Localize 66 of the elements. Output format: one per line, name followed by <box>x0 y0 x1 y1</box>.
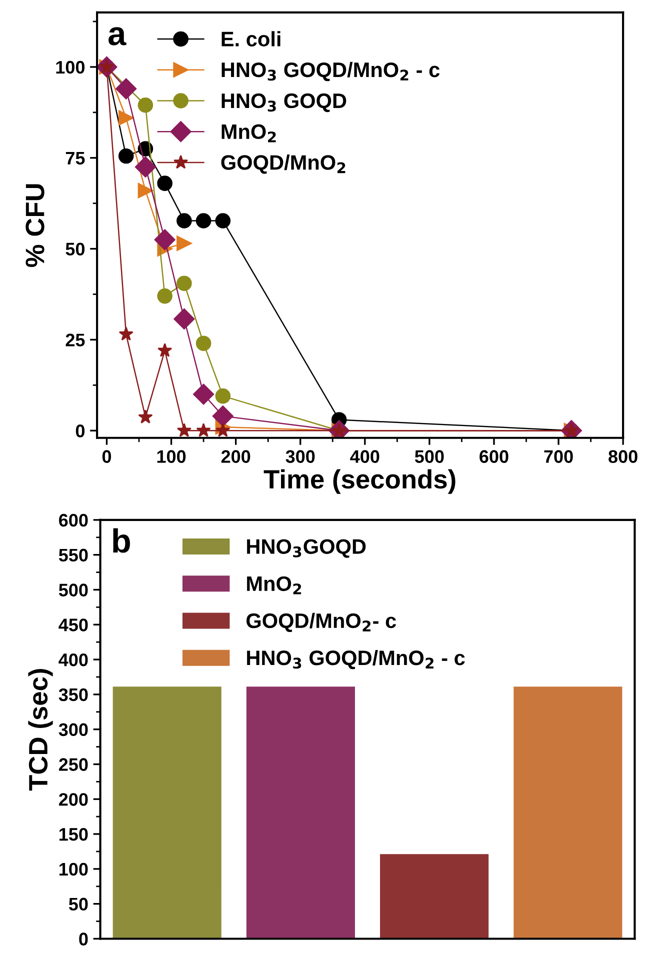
x-tick-label: 200 <box>221 450 250 463</box>
x-tick-label: 800 <box>608 450 638 463</box>
point <box>118 110 134 126</box>
legend-label: HNO$_{3}$ GOQD/MnO$_{2}$ - c <box>222 62 440 82</box>
point <box>134 156 156 178</box>
y-tick-label: 75 <box>66 152 85 165</box>
legend-label: HNO$_{3}$ GOQD/MnO$_{2}$ - c <box>247 650 465 670</box>
y-tick-label: 300 <box>58 723 88 736</box>
legend-label: HNO$_{3}$GOQD <box>247 539 366 558</box>
y-tick-label: 150 <box>59 828 88 841</box>
y-tick-label: 500 <box>58 584 88 596</box>
y-axis-title: % CFU <box>26 184 44 268</box>
y-axis-title: TCD (sec) <box>28 669 53 791</box>
point <box>116 78 137 100</box>
x-tick-label: 0 <box>102 450 112 463</box>
point <box>157 288 172 304</box>
y-tick-label: 50 <box>66 242 85 256</box>
x-tick-label: 300 <box>286 450 315 463</box>
y-tick-label: 550 <box>58 548 88 562</box>
annotation: b <box>113 528 130 553</box>
point <box>118 326 134 341</box>
y-tick-label: 250 <box>58 758 88 771</box>
point <box>157 176 172 191</box>
point <box>196 336 212 351</box>
legend-label: GOQD/MnO$_{2}$ <box>221 154 346 174</box>
point <box>193 384 214 405</box>
y-tick-label: 450 <box>58 618 88 632</box>
y-tick-label: 100 <box>56 60 85 74</box>
x-axis-title: Time (seconds) <box>264 469 456 494</box>
point <box>176 236 192 251</box>
point <box>138 97 154 113</box>
x-tick-label: 700 <box>544 450 573 463</box>
x-tick-label: 400 <box>350 450 380 463</box>
point <box>138 182 154 198</box>
x-tick-label: 500 <box>414 450 444 463</box>
legend-label: MnO$_{2}$ <box>222 124 276 142</box>
point <box>154 229 176 250</box>
y-tick-label: 400 <box>58 653 88 666</box>
y-tick-label: 100 <box>59 862 88 876</box>
point <box>176 422 192 437</box>
point <box>216 422 230 437</box>
point <box>174 308 195 330</box>
point <box>176 213 192 228</box>
point <box>215 213 231 228</box>
y-tick-label: 600 <box>59 514 88 527</box>
point <box>118 148 134 164</box>
legend-label: GOQD/MnO$_{2}$- c <box>246 612 396 632</box>
point <box>196 422 211 437</box>
point <box>212 406 234 427</box>
point <box>176 276 192 291</box>
point <box>158 342 172 357</box>
point <box>138 410 153 424</box>
x-tick-label: 600 <box>480 450 508 463</box>
y-tick-label: 200 <box>58 793 88 806</box>
legend-label: E. coli <box>222 31 280 46</box>
point <box>215 388 231 404</box>
y-tick-label: 50 <box>68 898 88 911</box>
point <box>196 213 212 228</box>
legend-label: HNO$_{3}$ GOQD <box>222 93 346 112</box>
legend-label: MnO$_{2}$ <box>247 576 302 594</box>
annotation: a <box>108 27 126 46</box>
y-tick-label: 0 <box>79 932 88 946</box>
y-tick-label: 350 <box>58 688 88 702</box>
x-tick-label: 100 <box>157 450 186 463</box>
y-tick-label: 0 <box>76 424 85 438</box>
y-tick-label: 25 <box>66 334 85 346</box>
